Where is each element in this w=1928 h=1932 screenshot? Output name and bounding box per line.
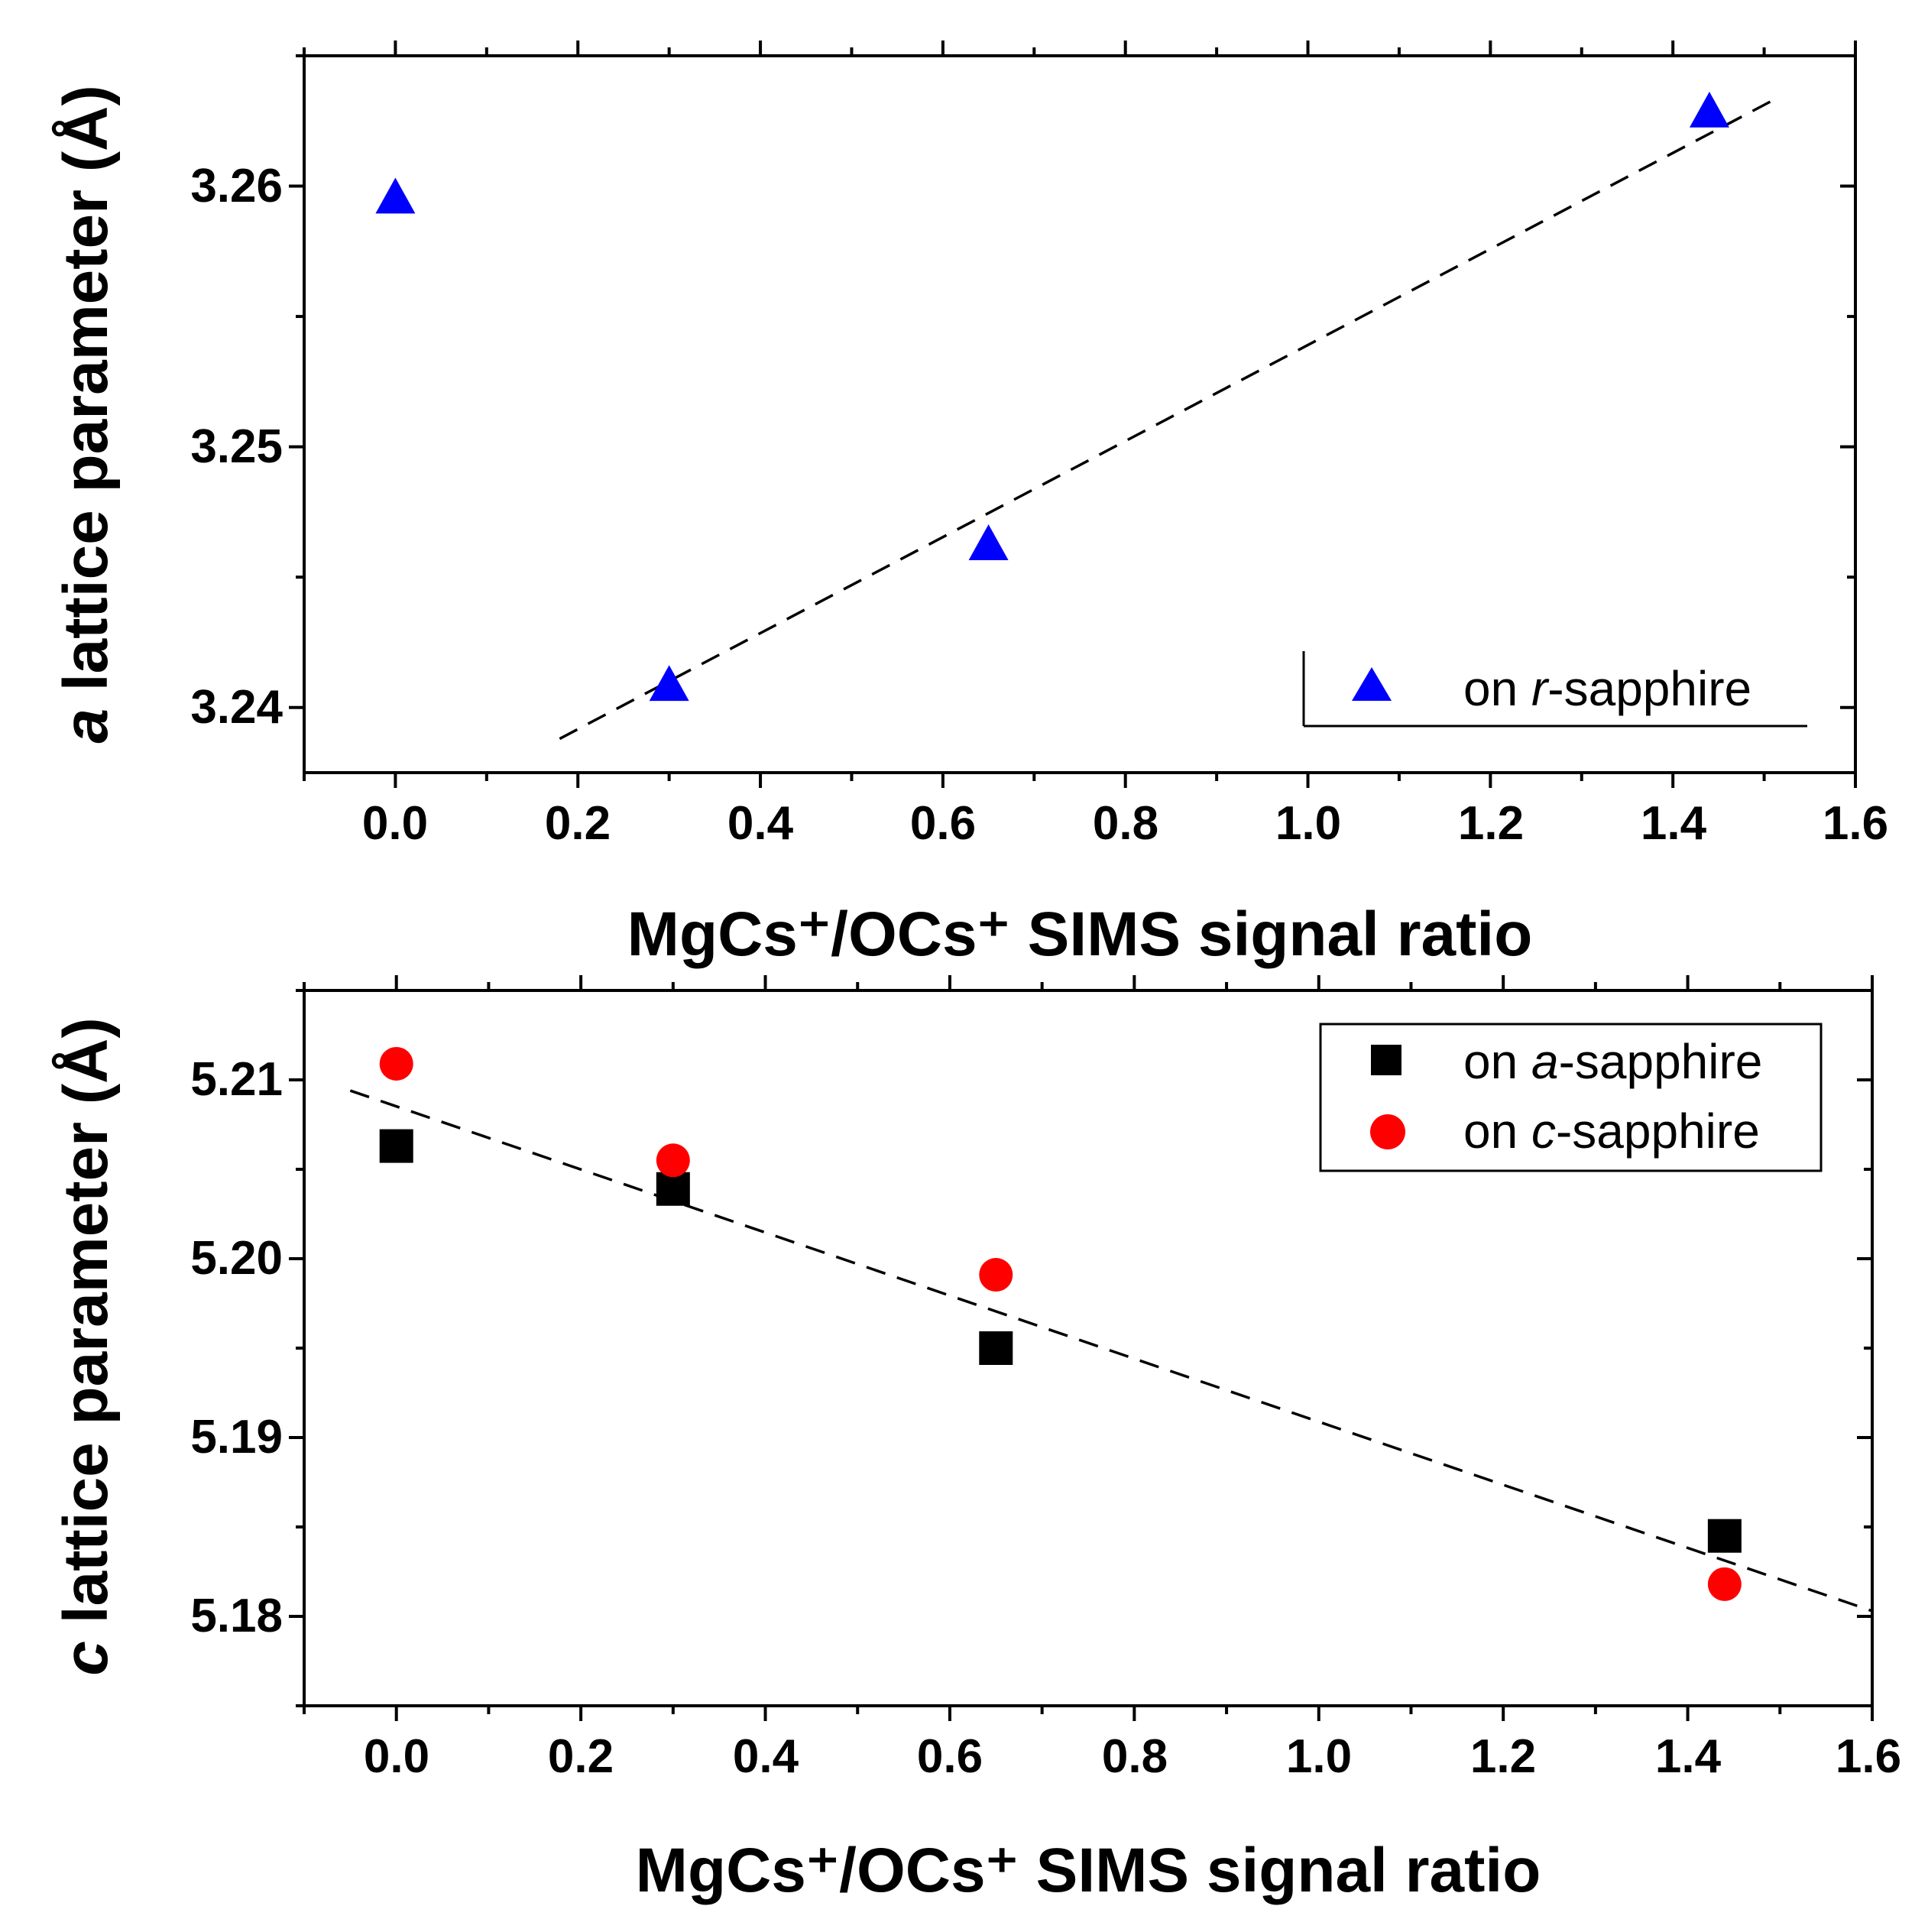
fit-line bbox=[349, 1089, 1873, 1613]
x-tick-label: 1.0 bbox=[1275, 797, 1341, 850]
y-tick-label: 3.26 bbox=[190, 160, 283, 212]
fit-line-c-group bbox=[349, 1089, 1873, 1613]
x-tick-label: 0.0 bbox=[364, 1730, 429, 1783]
chart-c: 0.0 0.2 0.4 0.6 0.8 1.0 1.2 1.4 1.6 5.18… bbox=[51, 975, 1901, 1905]
legend-label-a-sapphire: on a-sapphire bbox=[1463, 1034, 1762, 1089]
y-tick-label: 5.20 bbox=[190, 1232, 283, 1285]
y-tick-label: 3.25 bbox=[190, 420, 283, 473]
data-point-circle bbox=[1707, 1567, 1742, 1601]
x-tick-label: 0.4 bbox=[727, 797, 794, 850]
legend-swatch-circle bbox=[1370, 1114, 1405, 1149]
y-tick-label: 5.18 bbox=[190, 1590, 283, 1642]
legend-swatch-square bbox=[1371, 1045, 1401, 1075]
y-axis-title-italic: a bbox=[51, 708, 121, 744]
data-point-circle bbox=[656, 1143, 690, 1178]
y-axis-title-italic: c bbox=[51, 1641, 121, 1676]
y-tick-label: 3.24 bbox=[190, 681, 283, 734]
y-tick-label: 5.21 bbox=[190, 1053, 283, 1106]
legend-c: on a-sapphire on c-sapphire bbox=[1319, 1023, 1823, 1172]
y-tick-label: 5.19 bbox=[190, 1411, 283, 1464]
legend-label-c-sapphire: on c-sapphire bbox=[1463, 1104, 1760, 1159]
x-tick-label: 0.4 bbox=[733, 1730, 799, 1783]
x-axis-title: MgCs⁺/OCs⁺ SIMS signal ratio bbox=[627, 900, 1533, 969]
data-point-triangle bbox=[649, 665, 689, 702]
x-tick-label: 1.2 bbox=[1458, 797, 1524, 850]
x-tick-label: 1.0 bbox=[1286, 1730, 1352, 1783]
x-tick-label: 0.8 bbox=[1102, 1730, 1168, 1783]
legend-c-box bbox=[1319, 1023, 1823, 1172]
x-tick-label: 0.0 bbox=[362, 797, 428, 850]
chart-a: 0.0 0.2 0.4 0.6 0.8 1.0 1.2 1.4 1.6 3.24… bbox=[51, 41, 1888, 969]
plot-frame-a bbox=[303, 54, 1857, 774]
data-point-square bbox=[379, 1129, 413, 1163]
data-point-circle bbox=[979, 1258, 1013, 1292]
legend-label-r-sapphire: on r-sapphire bbox=[1463, 661, 1751, 716]
x-tick-label: 1.2 bbox=[1470, 1730, 1536, 1783]
y-axis-title-rest: lattice parameter (Å) bbox=[51, 85, 121, 708]
marks-c bbox=[379, 1046, 1742, 1601]
ticks-a bbox=[289, 41, 1857, 788]
data-point-triangle bbox=[1689, 91, 1729, 128]
data-point-circle bbox=[379, 1046, 413, 1081]
x-tick-label: 0.6 bbox=[910, 797, 976, 850]
x-tick-label: 1.6 bbox=[1823, 797, 1888, 850]
y-axis-title-rest: lattice parameter (Å) bbox=[51, 1017, 121, 1641]
x-tick-label: 1.4 bbox=[1655, 1730, 1722, 1783]
data-point-square bbox=[1707, 1519, 1742, 1553]
x-axis-title: MgCs⁺/OCs⁺ SIMS signal ratio bbox=[636, 1836, 1541, 1905]
data-point-square bbox=[979, 1331, 1013, 1365]
data-point-triangle bbox=[968, 524, 1009, 560]
data-point-triangle bbox=[375, 177, 416, 214]
x-tick-label: 0.6 bbox=[917, 1730, 983, 1783]
legend-a: on r-sapphire bbox=[1302, 651, 1807, 728]
legend-swatch-triangle bbox=[1352, 667, 1392, 701]
x-tick-label: 0.2 bbox=[548, 1730, 614, 1783]
fit-line bbox=[559, 99, 1774, 741]
y-axis-title: a lattice parameter (Å) bbox=[51, 85, 121, 743]
x-tick-label: 0.8 bbox=[1093, 797, 1158, 850]
y-axis-title: c lattice parameter (Å) bbox=[51, 1017, 121, 1675]
x-tick-label: 0.2 bbox=[545, 797, 611, 850]
x-tick-label: 1.6 bbox=[1836, 1730, 1901, 1783]
x-tick-label: 1.4 bbox=[1641, 797, 1707, 850]
fit-line-a-group bbox=[559, 99, 1774, 741]
marks-a bbox=[375, 91, 1729, 702]
data-point-square bbox=[656, 1172, 690, 1206]
ticks-c bbox=[289, 975, 1874, 1721]
